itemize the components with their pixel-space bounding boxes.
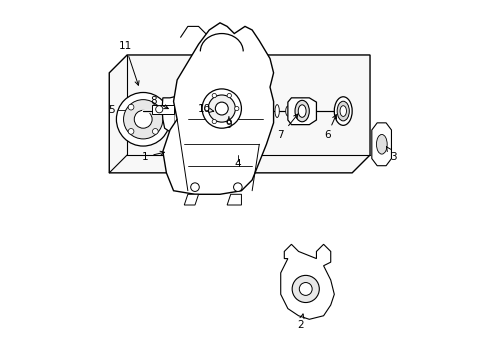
- Circle shape: [117, 93, 170, 146]
- Ellipse shape: [334, 97, 352, 125]
- Text: 10: 10: [197, 104, 214, 114]
- Text: 7: 7: [277, 114, 298, 140]
- Circle shape: [128, 129, 134, 134]
- Polygon shape: [184, 194, 198, 205]
- Polygon shape: [162, 96, 209, 132]
- Circle shape: [212, 105, 224, 118]
- Bar: [152, 105, 173, 114]
- Circle shape: [212, 120, 217, 124]
- Text: 9: 9: [225, 117, 232, 130]
- Ellipse shape: [298, 105, 306, 117]
- Circle shape: [152, 129, 158, 134]
- Text: 2: 2: [297, 314, 304, 330]
- Ellipse shape: [275, 105, 279, 117]
- Text: 4: 4: [235, 159, 241, 169]
- Circle shape: [156, 106, 163, 113]
- Ellipse shape: [337, 101, 349, 121]
- Circle shape: [215, 102, 228, 115]
- Circle shape: [134, 111, 152, 128]
- Circle shape: [235, 107, 239, 111]
- Circle shape: [227, 93, 231, 98]
- Ellipse shape: [376, 134, 387, 154]
- Polygon shape: [109, 55, 370, 173]
- Polygon shape: [372, 123, 392, 166]
- Text: 3: 3: [387, 147, 396, 162]
- Text: 11: 11: [119, 41, 139, 85]
- Polygon shape: [288, 98, 317, 125]
- Polygon shape: [227, 194, 242, 205]
- Ellipse shape: [226, 103, 235, 117]
- Circle shape: [299, 283, 312, 296]
- Text: 8: 8: [150, 96, 168, 109]
- Circle shape: [152, 104, 158, 110]
- Circle shape: [205, 107, 209, 111]
- Circle shape: [215, 108, 222, 115]
- Ellipse shape: [253, 102, 258, 120]
- Circle shape: [191, 183, 199, 192]
- Ellipse shape: [340, 106, 346, 116]
- Circle shape: [234, 183, 242, 192]
- Ellipse shape: [286, 106, 290, 116]
- Text: 5: 5: [108, 105, 114, 115]
- Circle shape: [123, 100, 163, 139]
- Text: 6: 6: [324, 114, 337, 140]
- Ellipse shape: [228, 106, 233, 115]
- Ellipse shape: [264, 103, 269, 119]
- Text: 1: 1: [142, 151, 165, 162]
- Circle shape: [212, 93, 217, 98]
- Circle shape: [227, 120, 231, 124]
- Circle shape: [292, 275, 319, 302]
- Circle shape: [208, 95, 235, 122]
- Circle shape: [202, 89, 242, 128]
- Ellipse shape: [243, 100, 247, 122]
- Polygon shape: [163, 23, 273, 194]
- Circle shape: [128, 104, 134, 110]
- Polygon shape: [281, 244, 334, 319]
- Ellipse shape: [295, 100, 309, 122]
